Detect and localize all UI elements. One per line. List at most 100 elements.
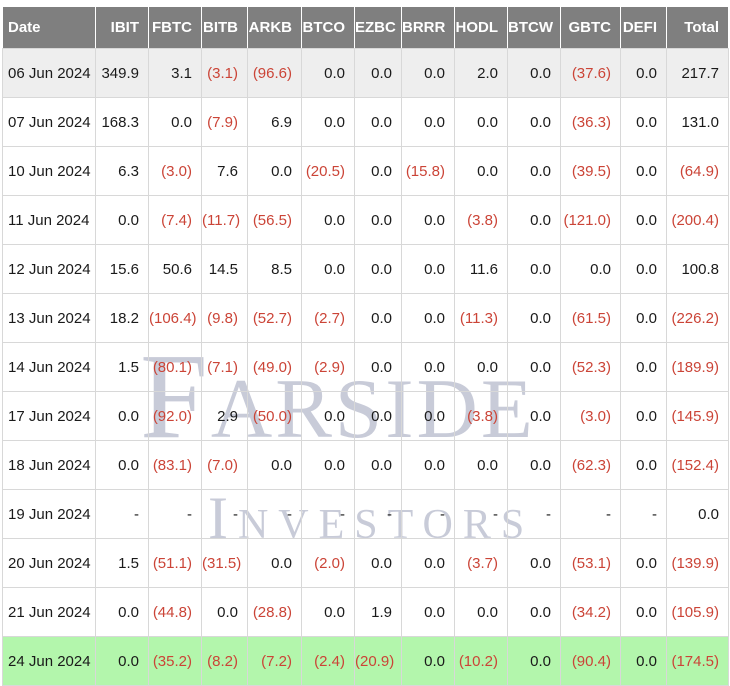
value-cell: 0.0 bbox=[354, 440, 402, 490]
date-cell: 24 Jun 2024 bbox=[2, 636, 96, 686]
value-cell: 2.9 bbox=[201, 391, 248, 441]
value-cell: 0.0 bbox=[354, 538, 402, 588]
value-cell: - bbox=[620, 489, 667, 539]
value-cell: 0.0 bbox=[507, 538, 561, 588]
table-row: 17 Jun 2024 0.0 (92.0) 2.9 (50.0) 0.0 0.0 0.0 (3… bbox=[2, 391, 729, 441]
value-cell: - bbox=[560, 489, 621, 539]
value-cell: 1.9 bbox=[354, 587, 402, 637]
column-header-hodl: HODL bbox=[454, 6, 508, 49]
value-cell: 0.0 bbox=[620, 440, 667, 490]
value-cell: (20.5) bbox=[301, 146, 355, 196]
value-cell: 0.0 bbox=[507, 391, 561, 441]
value-cell: (2.4) bbox=[301, 636, 355, 686]
table-row: 13 Jun 2024 18.2 (106.4) (9.8) (52.7) (2.7) 0.… bbox=[2, 293, 729, 343]
value-cell: 0.0 bbox=[454, 97, 508, 147]
value-cell: 0.0 bbox=[148, 97, 202, 147]
value-cell: 0.0 bbox=[620, 244, 667, 294]
value-cell: (96.6) bbox=[247, 48, 302, 98]
value-cell: 0.0 bbox=[301, 195, 355, 245]
date-cell: 21 Jun 2024 bbox=[2, 587, 96, 637]
value-cell: 0.0 bbox=[95, 587, 149, 637]
value-cell: (3.7) bbox=[454, 538, 508, 588]
value-cell: (105.9) bbox=[666, 587, 729, 637]
value-cell: (64.9) bbox=[666, 146, 729, 196]
table-row: 21 Jun 2024 0.0 (44.8) 0.0 (28.8) 0.0 1.9 0.0 0.… bbox=[2, 587, 729, 637]
value-cell: (7.0) bbox=[201, 440, 248, 490]
value-cell: 0.0 bbox=[401, 440, 455, 490]
table-row: 10 Jun 2024 6.3 (3.0) 7.6 0.0 (20.5) 0.0 (15.8)… bbox=[2, 146, 729, 196]
value-cell: 0.0 bbox=[507, 293, 561, 343]
value-cell: 0.0 bbox=[620, 293, 667, 343]
value-cell: 0.0 bbox=[507, 244, 561, 294]
date-cell: 18 Jun 2024 bbox=[2, 440, 96, 490]
value-cell: (2.0) bbox=[301, 538, 355, 588]
table-header-row: Date IBIT FBTC BITB ARKB BTCO EZBC BRRR HODL BTCW… bbox=[2, 6, 729, 49]
value-cell: - bbox=[247, 489, 302, 539]
value-cell: 349.9 bbox=[95, 48, 149, 98]
value-cell: 0.0 bbox=[401, 342, 455, 392]
value-cell: 11.6 bbox=[454, 244, 508, 294]
value-cell: 50.6 bbox=[148, 244, 202, 294]
column-header-defi: DEFI bbox=[620, 6, 667, 49]
value-cell: (9.8) bbox=[201, 293, 248, 343]
date-cell: 19 Jun 2024 bbox=[2, 489, 96, 539]
value-cell: 0.0 bbox=[201, 587, 248, 637]
value-cell: (152.4) bbox=[666, 440, 729, 490]
value-cell: 0.0 bbox=[401, 538, 455, 588]
value-cell: 0.0 bbox=[354, 146, 402, 196]
table-row: 20 Jun 2024 1.5 (51.1) (31.5) 0.0 (2.0) 0.0 0.0… bbox=[2, 538, 729, 588]
date-cell: 07 Jun 2024 bbox=[2, 97, 96, 147]
value-cell: 0.0 bbox=[401, 97, 455, 147]
value-cell: 0.0 bbox=[507, 146, 561, 196]
column-header-date: Date bbox=[2, 6, 96, 49]
value-cell: 217.7 bbox=[666, 48, 729, 98]
date-cell: 12 Jun 2024 bbox=[2, 244, 96, 294]
value-cell: - bbox=[301, 489, 355, 539]
value-cell: 0.0 bbox=[301, 440, 355, 490]
value-cell: (34.2) bbox=[560, 587, 621, 637]
value-cell: 0.0 bbox=[454, 587, 508, 637]
value-cell: - bbox=[401, 489, 455, 539]
value-cell: (56.5) bbox=[247, 195, 302, 245]
value-cell: 0.0 bbox=[354, 195, 402, 245]
value-cell: 0.0 bbox=[247, 538, 302, 588]
value-cell: (3.0) bbox=[148, 146, 202, 196]
value-cell: (28.8) bbox=[247, 587, 302, 637]
date-cell: 10 Jun 2024 bbox=[2, 146, 96, 196]
date-cell: 14 Jun 2024 bbox=[2, 342, 96, 392]
value-cell: 0.0 bbox=[507, 195, 561, 245]
value-cell: 168.3 bbox=[95, 97, 149, 147]
table-row: 24 Jun 2024 0.0 (35.2) (8.2) (7.2) (2.4) (20.9… bbox=[2, 636, 729, 686]
value-cell: (11.7) bbox=[201, 195, 248, 245]
value-cell: 6.3 bbox=[95, 146, 149, 196]
value-cell: - bbox=[148, 489, 202, 539]
value-cell: (92.0) bbox=[148, 391, 202, 441]
value-cell: (11.3) bbox=[454, 293, 508, 343]
value-cell: 0.0 bbox=[354, 391, 402, 441]
value-cell: 0.0 bbox=[354, 293, 402, 343]
value-cell: 0.0 bbox=[454, 146, 508, 196]
column-header-gbtc: GBTC bbox=[560, 6, 621, 49]
value-cell: (7.1) bbox=[201, 342, 248, 392]
value-cell: (145.9) bbox=[666, 391, 729, 441]
value-cell: 0.0 bbox=[401, 587, 455, 637]
date-cell: 11 Jun 2024 bbox=[2, 195, 96, 245]
value-cell: 0.0 bbox=[301, 587, 355, 637]
value-cell: 0.0 bbox=[507, 48, 561, 98]
value-cell: (10.2) bbox=[454, 636, 508, 686]
value-cell: (52.7) bbox=[247, 293, 302, 343]
table-row: 07 Jun 2024 168.3 0.0 (7.9) 6.9 0.0 0.0 0.0 0.0 0… bbox=[2, 97, 729, 147]
value-cell: (7.4) bbox=[148, 195, 202, 245]
value-cell: 0.0 bbox=[401, 293, 455, 343]
value-cell: (139.9) bbox=[666, 538, 729, 588]
value-cell: 8.5 bbox=[247, 244, 302, 294]
column-header-brrr: BRRR bbox=[401, 6, 455, 49]
value-cell: 18.2 bbox=[95, 293, 149, 343]
value-cell: (90.4) bbox=[560, 636, 621, 686]
value-cell: (3.8) bbox=[454, 391, 508, 441]
value-cell: (20.9) bbox=[354, 636, 402, 686]
value-cell: 0.0 bbox=[301, 48, 355, 98]
value-cell: (83.1) bbox=[148, 440, 202, 490]
value-cell: - bbox=[454, 489, 508, 539]
value-cell: (189.9) bbox=[666, 342, 729, 392]
